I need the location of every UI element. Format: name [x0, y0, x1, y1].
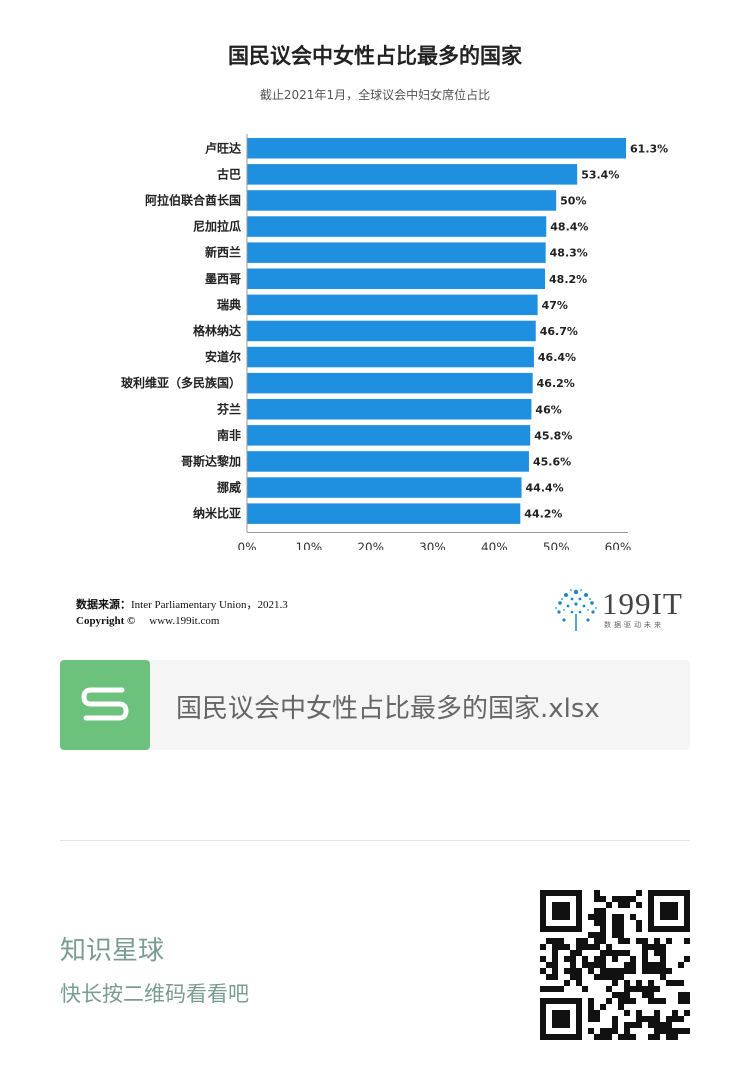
- category-label: 玻利维亚（多民族国）: [121, 375, 241, 390]
- category-label: 尼加拉瓜: [193, 219, 241, 234]
- bar: [247, 320, 536, 342]
- category-label: 芬兰: [216, 401, 241, 416]
- category-label: 哥斯达黎加: [181, 453, 241, 468]
- data-source: 数据来源：Inter Parliamentary Union，2021.3: [76, 596, 288, 612]
- category-label: 阿拉伯联合酋长国: [145, 192, 241, 207]
- value-label: 53.4%: [581, 168, 619, 181]
- value-label: 61.3%: [630, 142, 668, 155]
- file-name: 国民议会中女性占比最多的国家.xlsx: [176, 694, 600, 724]
- logo-subtext: 数据驱动未来: [604, 621, 664, 629]
- logo-text: 199IT: [602, 586, 683, 621]
- value-label: 50%: [560, 194, 586, 207]
- category-label: 古巴: [217, 166, 241, 181]
- value-label: 47%: [542, 299, 568, 312]
- value-label: 46.2%: [537, 377, 575, 390]
- value-label: 44.4%: [526, 482, 564, 495]
- bar: [247, 294, 538, 316]
- bar: [247, 268, 546, 289]
- bar: [247, 425, 531, 446]
- value-label: 45.6%: [533, 455, 571, 468]
- bar-chart: 卢旺达 61.3% 古巴 53.4% 阿拉伯联合酋长国 50% 尼加拉瓜 48.4% 新西兰 48…: [121, 134, 668, 551]
- bar: [247, 477, 522, 498]
- value-label: 45.8%: [534, 429, 572, 442]
- bar: [247, 346, 534, 368]
- x-tick-label: 30%: [419, 541, 446, 551]
- category-label: 瑞典: [217, 297, 241, 312]
- file-attachment[interactable]: 国民议会中女性占比最多的国家.xlsx: [60, 660, 690, 750]
- bar: [247, 190, 557, 211]
- category-label: 纳米比亚: [193, 506, 241, 521]
- category-label: 卢旺达: [205, 140, 241, 155]
- bar: [247, 164, 578, 185]
- copyright-label: Copyright ©: [76, 615, 136, 627]
- bar: [247, 503, 521, 524]
- source-label: 数据来源：: [76, 599, 131, 611]
- value-label: 48.4%: [550, 221, 588, 234]
- qr-code-icon[interactable]: [540, 890, 690, 1040]
- value-label: 44.2%: [524, 508, 562, 521]
- spreadsheet-icon: [60, 660, 150, 750]
- chart-title: 国民议会中女性占比最多的国家: [228, 44, 522, 68]
- bar: [247, 372, 533, 394]
- value-label: 46.4%: [538, 351, 576, 364]
- bar: [247, 216, 547, 237]
- planet-subtitle: 快长按二维码看看吧: [60, 982, 249, 1006]
- category-label: 新西兰: [205, 245, 241, 260]
- 199it-logo: 199IT 数据驱动未来: [552, 584, 702, 634]
- dandelion-icon: [555, 588, 597, 631]
- category-label: 墨西哥: [205, 272, 241, 286]
- category-label: 挪威: [217, 480, 241, 495]
- value-label: 48.3%: [550, 247, 588, 260]
- bar: [247, 399, 532, 420]
- copyright-url: www.199it.com: [149, 615, 220, 627]
- category-label: 南非: [217, 427, 241, 442]
- x-tick-label: 20%: [357, 541, 384, 551]
- value-label: 46.7%: [540, 325, 578, 338]
- copyright: Copyright © www.199it.com: [76, 615, 219, 627]
- bar: [247, 451, 529, 472]
- bar: [247, 138, 627, 159]
- value-label: 48.2%: [549, 273, 587, 286]
- x-tick-label: 40%: [481, 541, 508, 551]
- category-label: 格林纳达: [193, 323, 241, 338]
- value-label: 46%: [535, 403, 561, 416]
- source-text: Inter Parliamentary Union，2021.3: [131, 599, 288, 611]
- x-tick-label: 10%: [295, 541, 322, 551]
- category-label: 安道尔: [205, 349, 241, 364]
- x-tick-label: 60%: [605, 541, 632, 551]
- planet-title: 知识星球: [60, 936, 165, 966]
- x-tick-label: 50%: [543, 541, 570, 551]
- divider: [60, 840, 690, 841]
- x-tick-label: 0%: [237, 541, 256, 551]
- bar: [247, 242, 546, 263]
- chart-subtitle: 截止2021年1月，全球议会中妇女席位占比: [259, 88, 491, 102]
